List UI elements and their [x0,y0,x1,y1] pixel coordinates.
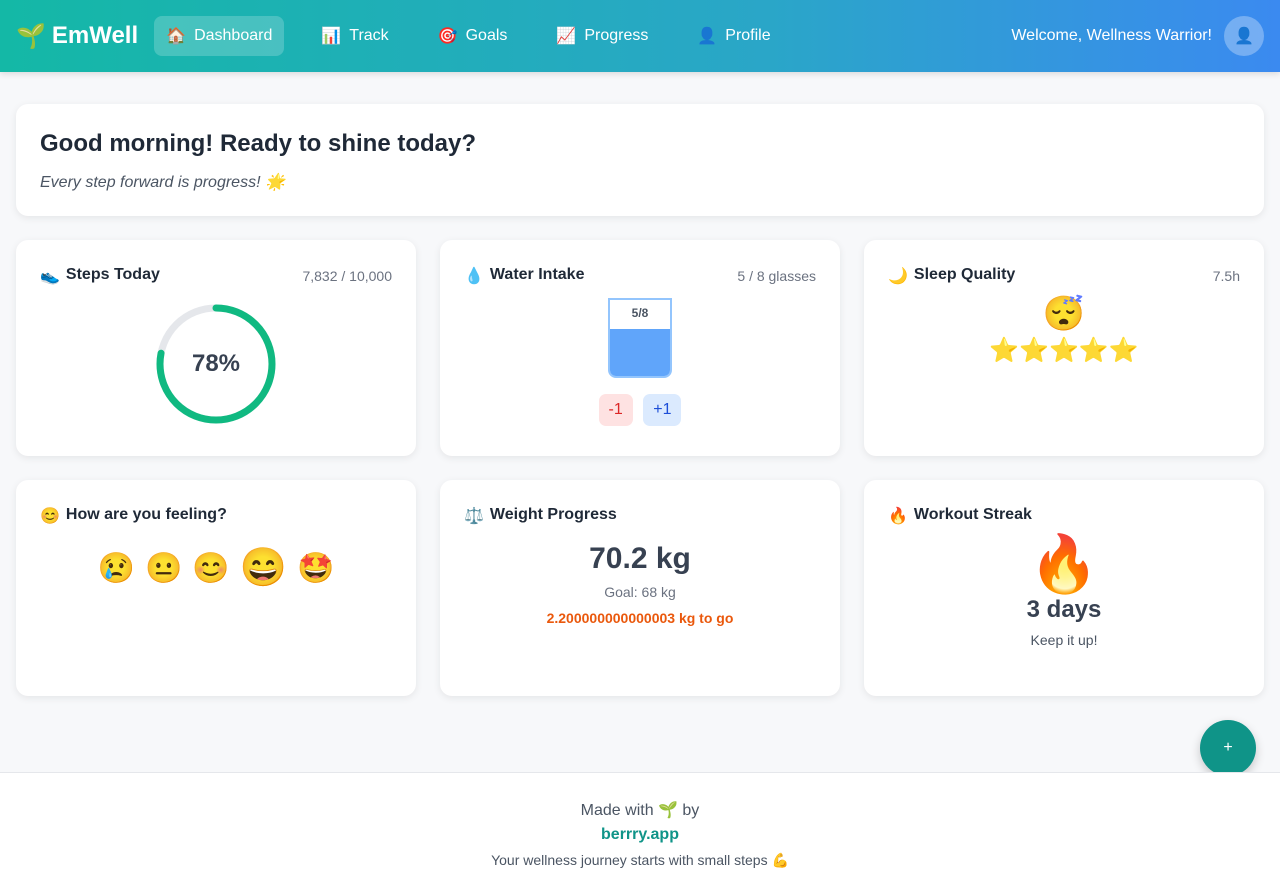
fire-large-icon: 🔥 [1029,532,1099,595]
target-icon: 🎯 [437,28,458,45]
nav-label: Goals [465,27,508,44]
nav-profile[interactable]: 👤 Profile [685,16,782,56]
steps-count: 7,832 / 10,000 [302,268,392,284]
card-title: How are you feeling? [65,506,227,523]
card-title: Workout Streak [913,506,1032,523]
weight-goal: Goal: 68 kg [604,584,676,600]
greeting-title: Good morning! Ready to shine today? [40,130,477,157]
footer-tagline: Your wellness journey starts with small … [491,852,789,868]
streak-days: 3 days [1026,596,1102,623]
logo-text: EmWell [51,22,139,49]
nav-goals[interactable]: 🎯 Goals [426,16,520,56]
mood-neutral-icon[interactable]: 😐 [144,551,183,585]
bar-chart-icon: 📊 [321,28,342,45]
card-title: Sleep Quality [913,266,1016,283]
sprout-icon: 🌱 [16,22,46,50]
mood-selector: 😢 😐 😊 😄 🤩 [40,546,392,590]
nav-progress[interactable]: 📈 Progress [544,16,660,56]
card-title: Weight Progress [489,506,617,523]
avatar[interactable]: 👤 [1224,16,1264,56]
mood-smile-icon[interactable]: 😊 [192,551,230,585]
nav-label: Track [349,27,389,44]
footer-link[interactable]: berrry.app [601,826,679,843]
water-fill [610,328,670,376]
footer: Made with 🌱 by berrry.app Your wellness … [0,772,1280,893]
nav-label: Dashboard [194,27,273,44]
water-count: 5 / 8 glasses [737,268,816,284]
footer-made-with: Made with 🌱 by [580,802,700,819]
top-nav: 🌱 EmWell 🏠 Dashboard 📊 Track 🎯 Goals 📈 Progre… [0,0,1280,72]
glass-label: 5/8 [631,306,649,320]
card-title: Water Intake [489,266,585,283]
mood-star-struck-icon[interactable]: 🤩 [297,551,335,585]
scale-icon: ⚖️ [464,508,484,525]
sleeping-face-icon: 😴 [1042,295,1086,333]
weight-remaining: 2.200000000000003 kg to go [546,610,734,626]
weight-card: ⚖️ Weight Progress 70.2 kg Goal: 68 kg 2.… [440,480,840,696]
nav-track[interactable]: 📊 Track [309,16,400,56]
droplet-icon: 💧 [464,268,484,285]
mood-card: 😊 How are you feeling? 😢 😐 😊 😄 🤩 [16,480,416,696]
user-icon: 👤 [697,28,718,45]
fire-icon: 🔥 [888,508,908,525]
nav-label: Profile [725,27,771,44]
sleep-hours: 7.5h [1212,268,1240,284]
logo[interactable]: 🌱 EmWell [16,22,138,51]
steps-card: 👟 Steps Today 7,832 / 10,000 78% [16,240,416,456]
card-title: Steps Today [65,266,160,283]
nav-dashboard[interactable]: 🏠 Dashboard [154,16,285,56]
sleep-card: 🌙 Sleep Quality 7.5h 😴 ⭐⭐⭐⭐⭐ [864,240,1264,456]
water-minus-button[interactable]: -1 [598,394,633,426]
mood-grin-icon[interactable]: 😄 [239,547,288,589]
add-fab-button[interactable]: + [1200,720,1256,776]
trend-chart-icon: 📈 [556,28,577,45]
weight-value: 70.2 kg [589,542,691,575]
shoe-icon: 👟 [40,268,60,285]
water-plus-button[interactable]: +1 [643,394,682,426]
steps-percent: 78% [191,350,241,377]
streak-note: Keep it up! [1030,632,1098,648]
welcome-text: Welcome, Wellness Warrior! [1011,27,1212,44]
greeting-card: Good morning! Ready to shine today? Ever… [16,104,1264,216]
sleep-stars-rating: ⭐⭐⭐⭐⭐ [989,337,1139,364]
water-glass: 5/8 [608,298,672,378]
mood-crying-icon[interactable]: 😢 [97,551,135,585]
moon-icon: 🌙 [888,268,908,285]
house-icon: 🏠 [166,28,187,45]
steps-progress-ring: 78% [154,302,278,426]
streak-card: 🔥 Workout Streak 🔥 3 days Keep it up! [864,480,1264,696]
nav-label: Progress [584,27,649,44]
smile-icon: 😊 [40,508,60,525]
greeting-subtitle: Every step forward is progress! 🌟 [40,174,285,191]
water-card: 💧 Water Intake 5 / 8 glasses 5/8 -1 +1 [440,240,840,456]
